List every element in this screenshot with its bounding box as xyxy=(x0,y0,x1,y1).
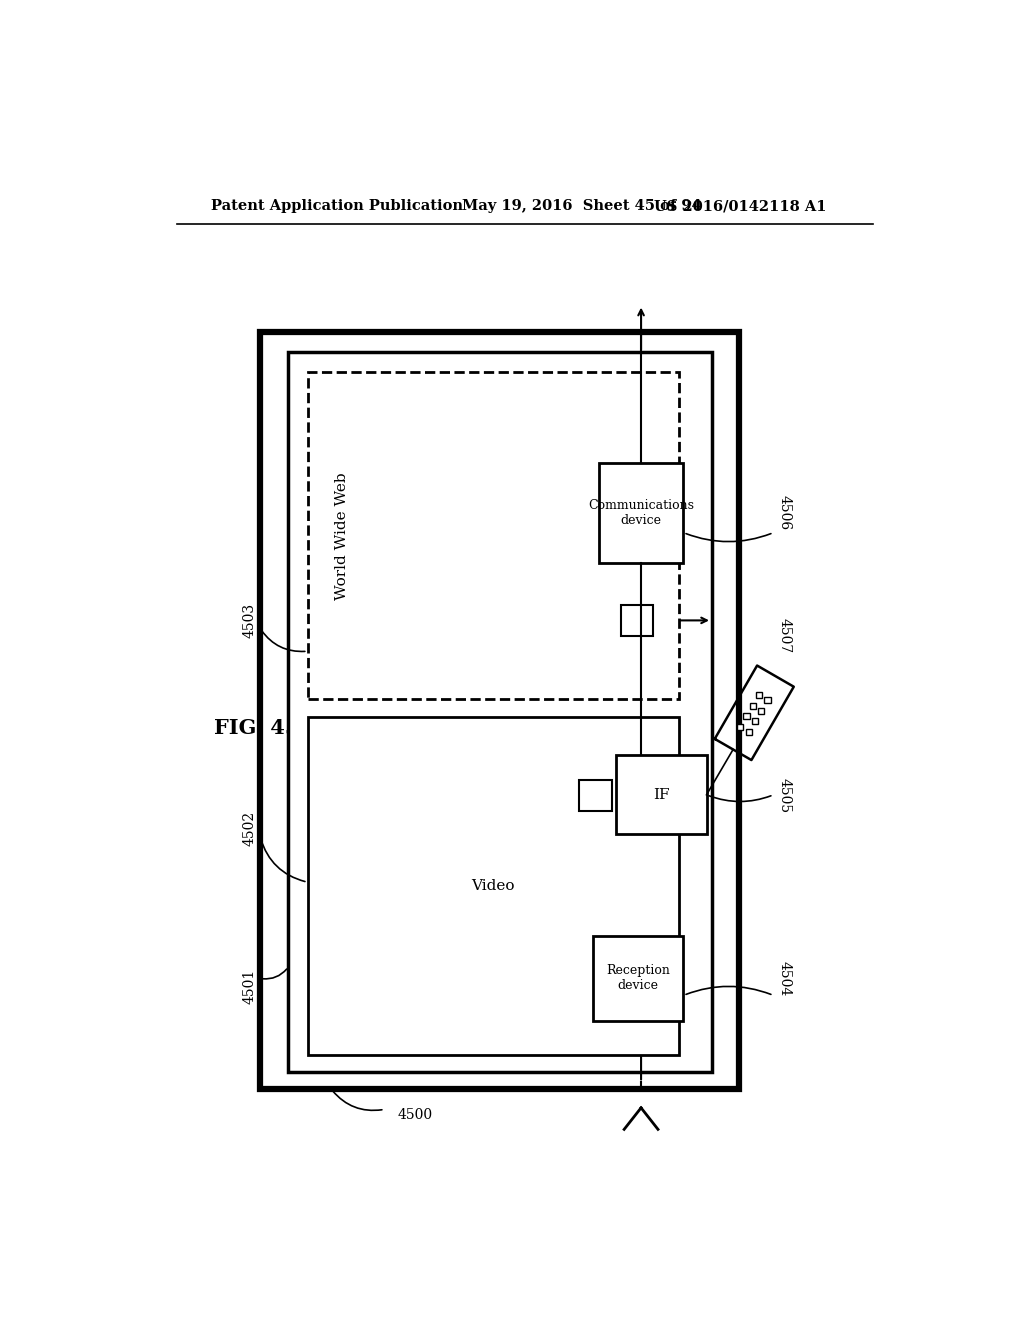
Text: 4504: 4504 xyxy=(777,961,792,997)
Bar xyxy=(580,780,611,810)
Text: Reception
device: Reception device xyxy=(606,965,670,993)
Bar xyxy=(621,605,653,636)
Text: May 19, 2016  Sheet 45 of 94: May 19, 2016 Sheet 45 of 94 xyxy=(462,199,701,213)
Text: 4502: 4502 xyxy=(243,810,257,846)
Bar xyxy=(756,692,762,698)
Bar xyxy=(750,702,756,709)
Text: US 2016/0142118 A1: US 2016/0142118 A1 xyxy=(654,199,826,213)
Bar xyxy=(743,713,750,719)
Bar xyxy=(764,697,770,704)
Text: Communications
device: Communications device xyxy=(588,499,694,527)
Bar xyxy=(260,331,739,1089)
Text: 4501: 4501 xyxy=(243,969,257,1003)
Text: IF: IF xyxy=(653,788,670,801)
Text: 4507: 4507 xyxy=(777,618,792,653)
Bar xyxy=(737,723,743,730)
Text: Video: Video xyxy=(471,879,515,894)
Bar xyxy=(593,936,683,1020)
Text: World Wide Web: World Wide Web xyxy=(335,471,348,599)
Bar xyxy=(745,729,752,735)
Bar xyxy=(599,462,683,562)
Text: FIG. 45: FIG. 45 xyxy=(214,718,299,738)
Text: Patent Application Publication: Patent Application Publication xyxy=(211,199,464,213)
Text: 4503: 4503 xyxy=(243,603,257,638)
Bar xyxy=(289,352,712,1072)
Text: 4506: 4506 xyxy=(777,495,792,531)
Bar xyxy=(758,708,764,714)
Bar xyxy=(307,372,679,700)
Bar xyxy=(752,718,758,725)
Bar xyxy=(307,718,679,1056)
Bar xyxy=(615,755,707,834)
Text: 4500: 4500 xyxy=(398,1107,433,1122)
Text: 4505: 4505 xyxy=(777,777,792,813)
